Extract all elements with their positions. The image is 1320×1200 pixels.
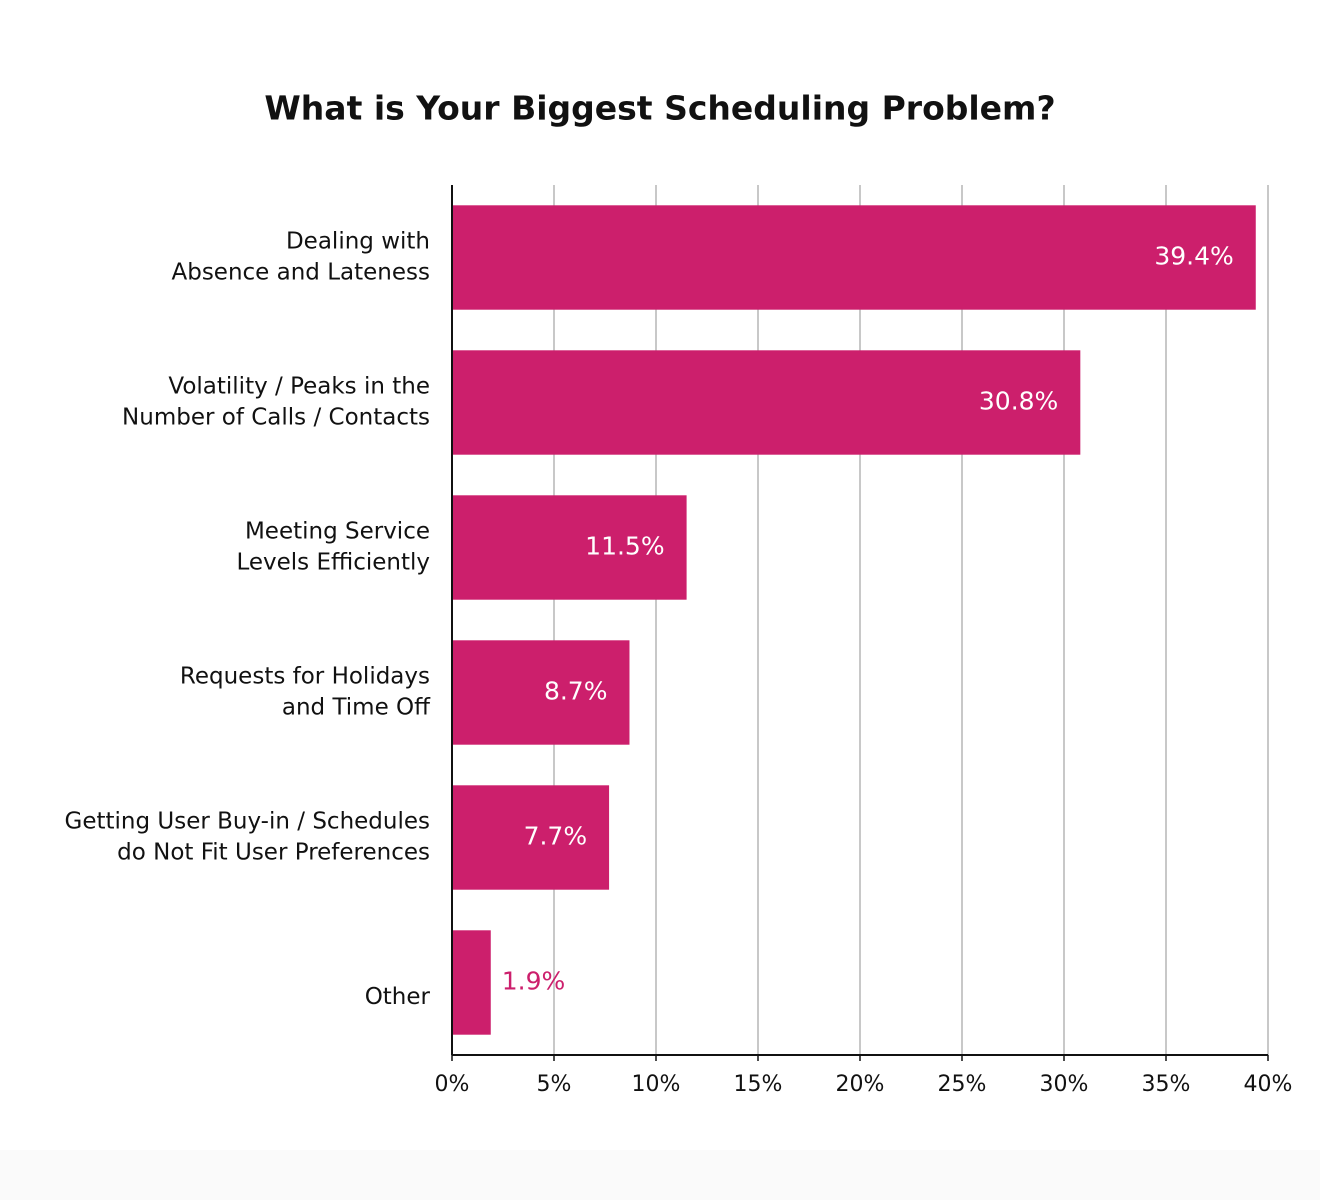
x-tick-label: 35% xyxy=(1142,1072,1191,1097)
x-tick-label: 15% xyxy=(734,1072,783,1097)
value-label: 39.4% xyxy=(1154,242,1233,271)
x-tick-label: 25% xyxy=(938,1072,987,1097)
bar xyxy=(452,205,1256,310)
y-tick-label: Requests for Holidays xyxy=(180,664,430,690)
y-tick-label: Meeting Service xyxy=(245,519,430,545)
value-label: 7.7% xyxy=(524,822,588,851)
y-tick-label: Number of Calls / Contacts xyxy=(122,405,430,431)
bar xyxy=(452,495,687,600)
footer-band xyxy=(0,1150,1320,1200)
y-tick-label: Other xyxy=(365,984,431,1010)
chart-title: What is Your Biggest Scheduling Problem? xyxy=(264,89,1055,128)
bar xyxy=(452,640,630,745)
y-tick-label: Absence and Lateness xyxy=(171,260,430,286)
y-tick-label: Levels Efficiently xyxy=(236,550,430,576)
bar xyxy=(452,785,610,890)
y-tick-label: Dealing with xyxy=(286,229,430,255)
bar xyxy=(452,350,1081,455)
x-tick-label: 5% xyxy=(537,1072,572,1097)
value-label: 11.5% xyxy=(585,532,664,561)
x-tick-label: 10% xyxy=(632,1072,681,1097)
y-tick-label: do Not Fit User Preferences xyxy=(117,840,430,866)
x-tick-label: 40% xyxy=(1244,1072,1293,1097)
x-tick-label: 30% xyxy=(1040,1072,1089,1097)
y-tick-label: Getting User Buy-in / Schedules xyxy=(65,809,431,835)
y-tick-label: and Time Off xyxy=(282,695,431,721)
x-tick-label: 0% xyxy=(435,1072,470,1097)
y-tick-label: Volatility / Peaks in the xyxy=(168,374,430,400)
value-label: 1.9% xyxy=(502,967,566,996)
bar xyxy=(452,930,491,1035)
x-tick-label: 20% xyxy=(836,1072,885,1097)
value-label: 30.8% xyxy=(979,387,1058,416)
value-label: 8.7% xyxy=(544,677,608,706)
